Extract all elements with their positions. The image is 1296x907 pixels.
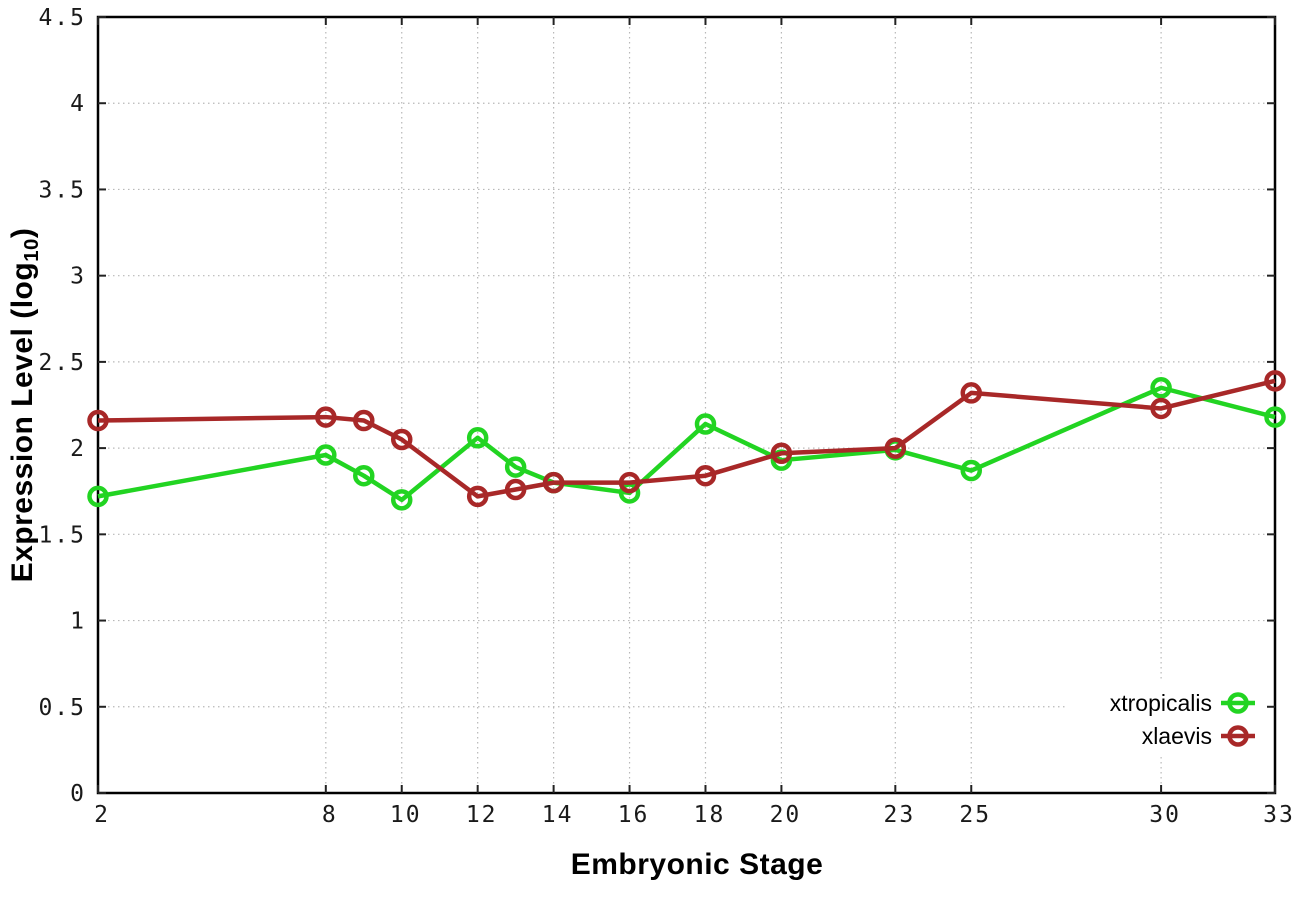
series-xlaevis-marker (542, 471, 565, 494)
x-tick-label: 25 (959, 802, 991, 828)
series-xlaevis-marker (1264, 370, 1286, 392)
series-xtropicalis-marker (466, 427, 489, 449)
x-tick-label: 23 (883, 802, 915, 828)
legend-sample-marker-xtropicalis (1227, 692, 1249, 714)
y-tick-label: 0.5 (38, 695, 86, 721)
series-xlaevis-marker (504, 478, 527, 501)
series-xlaevis-marker (770, 442, 793, 465)
series-xlaevis-marker (390, 428, 413, 451)
x-tick-label: 33 (1263, 802, 1295, 828)
series-xlaevis-marker (694, 464, 717, 487)
x-tick-label: 20 (770, 802, 802, 828)
series-xlaevis-marker (960, 382, 983, 404)
series-xtropicalis-marker (960, 459, 983, 482)
y-tick-label: 4.5 (38, 5, 86, 31)
series-xlaevis-marker (466, 485, 489, 508)
x-tick-label: 14 (542, 802, 574, 828)
y-axis-title-subscript: 10 (20, 238, 43, 262)
series-xlaevis-marker (315, 406, 337, 428)
legend-sample-marker-xlaevis (1227, 725, 1249, 747)
x-tick-label: 10 (390, 802, 422, 828)
y-axis-title-text: Expression Level (log (6, 261, 39, 583)
y-tick-label: 4 (70, 91, 86, 117)
y-tick-label: 0 (70, 781, 86, 807)
x-tick-label: 8 (322, 802, 338, 828)
series-xtropicalis-marker (1150, 377, 1172, 399)
series-xlaevis-marker (353, 409, 375, 432)
x-tick-label: 18 (694, 802, 726, 828)
x-tick-label: 12 (466, 802, 498, 828)
y-tick-label: 2 (70, 436, 86, 462)
y-tick-label: 3 (70, 264, 86, 290)
legend-label-xtropicalis: xtropicalis (1110, 690, 1212, 716)
series-xlaevis-marker (1150, 397, 1172, 420)
x-tick-label: 16 (618, 802, 650, 828)
series-xlaevis-marker (618, 471, 641, 494)
series-xtropicalis-marker (504, 456, 527, 478)
plot-border (96, 15, 1277, 795)
y-tick-label: 1.5 (38, 522, 86, 548)
legend-label-xlaevis: xlaevis (1142, 723, 1212, 749)
y-tick-label: 1 (70, 609, 86, 635)
series-xtropicalis-marker (87, 485, 109, 508)
series-xtropicalis-marker (315, 444, 337, 466)
series-xlaevis-marker (87, 409, 109, 432)
y-axis-title: Expression Level (log10) (6, 50, 43, 583)
x-tick-label: 30 (1149, 802, 1181, 828)
series-xtropicalis-marker (353, 464, 375, 487)
y-axis-title-close: ) (6, 227, 39, 239)
x-tick-label: 2 (94, 802, 110, 828)
series-xtropicalis-marker (390, 489, 413, 511)
x-axis-title: Embryonic Stage (570, 848, 824, 881)
series-xtropicalis-marker (694, 413, 717, 435)
series-xtropicalis-marker (1264, 406, 1286, 428)
y-tick-label: 2.5 (38, 350, 86, 376)
y-tick-label: 3.5 (38, 177, 86, 203)
series-xlaevis-marker (884, 437, 907, 459)
